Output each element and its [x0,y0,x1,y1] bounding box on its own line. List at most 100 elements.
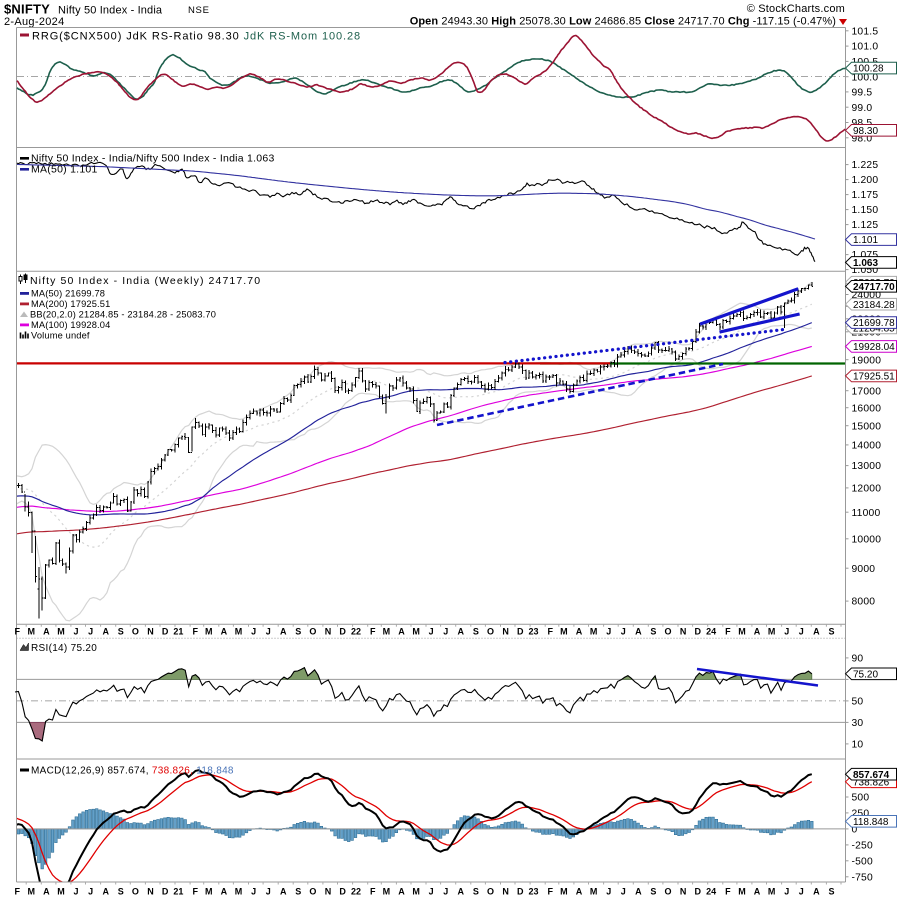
svg-text:J: J [251,626,256,636]
svg-text:9000: 9000 [852,564,876,575]
svg-text:F: F [14,626,20,636]
svg-text:-750: -750 [852,872,873,883]
svg-text:D: D [517,626,524,636]
svg-text:J: J [251,886,256,896]
svg-text:A: A [221,886,228,896]
svg-text:21: 21 [173,626,183,636]
svg-text:D: D [694,626,701,636]
svg-text:A: A [280,886,287,896]
svg-text:A: A [102,626,109,636]
svg-text:MACD(12,26,9) 857.674, 738.826: MACD(12,26,9) 857.674, 738.826, 118.848 [31,766,234,777]
svg-text:J: J [443,886,448,896]
svg-text:500: 500 [852,793,870,804]
svg-text:90: 90 [852,654,864,665]
svg-text:M: M [412,626,420,636]
svg-text:100.28: 100.28 [853,64,884,75]
svg-text:J: J [266,886,271,896]
svg-text:A: A [398,886,405,896]
svg-text:118.848: 118.848 [853,817,889,828]
svg-text:857.674: 857.674 [853,770,890,781]
svg-text:16000: 16000 [852,403,882,414]
svg-text:MA(100) 19928.04: MA(100) 19928.04 [31,320,110,330]
svg-text:M: M [28,626,36,636]
svg-text:J: J [621,626,626,636]
svg-text:N: N [147,626,154,636]
svg-text:22: 22 [351,626,361,636]
svg-text:D: D [339,626,346,636]
svg-text:1.225: 1.225 [852,160,879,171]
svg-text:F: F [725,626,731,636]
svg-text:O: O [487,886,494,896]
svg-text:N: N [502,626,509,636]
svg-text:101.0: 101.0 [852,42,879,53]
svg-text:1.175: 1.175 [852,190,879,201]
svg-text:O: O [487,626,494,636]
svg-text:8000: 8000 [852,597,876,608]
svg-text:-250: -250 [852,841,873,852]
svg-text:MA(200) 17925.51: MA(200) 17925.51 [31,299,110,309]
svg-text:24: 24 [706,886,716,896]
svg-text:12000: 12000 [852,484,882,495]
svg-text:D: D [517,886,524,896]
svg-text:M: M [590,886,598,896]
svg-text:NSE: NSE [188,5,210,16]
svg-text:A: A [398,626,405,636]
svg-text:99.0: 99.0 [852,103,873,114]
svg-text:-500: -500 [852,856,873,867]
svg-text:22: 22 [351,886,361,896]
svg-text:J: J [266,626,271,636]
svg-text:J: J [429,886,434,896]
svg-text:D: D [339,886,346,896]
svg-text:A: A [635,886,642,896]
svg-text:23: 23 [528,626,538,636]
svg-text:J: J [799,886,804,896]
svg-text:$NIFTY: $NIFTY [4,2,50,17]
svg-text:F: F [725,886,731,896]
svg-text:A: A [813,886,820,896]
svg-text:RRG($CNX500) JdK RS-Ratio 98.3: RRG($CNX500) JdK RS-Ratio 98.30 JdK RS-M… [32,31,361,43]
svg-text:A: A [576,626,583,636]
svg-text:99.5: 99.5 [852,88,873,99]
svg-text:S: S [473,886,479,896]
svg-text:S: S [650,886,656,896]
svg-text:F: F [548,886,554,896]
svg-text:N: N [680,886,687,896]
svg-text:N: N [325,626,332,636]
svg-text:A: A [280,626,287,636]
svg-text:BB(20,2.0) 21284.85 - 23184.28: BB(20,2.0) 21284.85 - 23184.28 - 25083.7… [30,310,216,320]
svg-text:19000: 19000 [852,355,882,366]
svg-text:1.063: 1.063 [853,258,878,269]
svg-text:A: A [576,886,583,896]
svg-text:21699.78: 21699.78 [853,318,895,329]
svg-text:A: A [635,626,642,636]
svg-text:2-Aug-2024: 2-Aug-2024 [4,16,65,28]
svg-text:F: F [370,626,376,636]
svg-text:N: N [147,886,154,896]
svg-text:J: J [73,626,78,636]
svg-text:1.150: 1.150 [852,205,879,216]
svg-text:J: J [443,626,448,636]
svg-text:S: S [473,626,479,636]
svg-text:J: J [799,626,804,636]
svg-text:M: M [235,626,243,636]
svg-text:D: D [162,626,169,636]
svg-text:30: 30 [852,718,864,729]
svg-text:A: A [102,886,109,896]
svg-text:F: F [548,626,554,636]
svg-text:A: A [458,886,465,896]
svg-text:A: A [458,626,465,636]
svg-text:50: 50 [852,697,864,708]
svg-text:F: F [370,886,376,896]
svg-text:19928.04: 19928.04 [853,342,895,353]
svg-text:J: J [429,626,434,636]
svg-text:J: J [73,886,78,896]
svg-text:M: M [768,886,776,896]
svg-text:Nifty 50 Index - India (Weekly: Nifty 50 Index - India (Weekly) 24717.70 [30,275,261,287]
svg-text:M: M [560,626,568,636]
svg-text:A: A [43,626,50,636]
svg-text:J: J [88,626,93,636]
svg-text:© StockCharts.com: © StockCharts.com [747,3,845,15]
svg-text:J: J [606,886,611,896]
svg-text:23184.28: 23184.28 [853,300,895,311]
svg-text:N: N [502,886,509,896]
